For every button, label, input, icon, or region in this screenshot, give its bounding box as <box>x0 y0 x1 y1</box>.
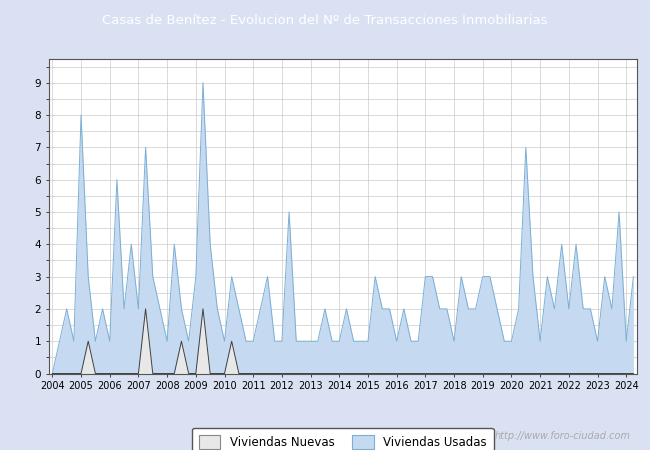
Legend: Viviendas Nuevas, Viviendas Usadas: Viviendas Nuevas, Viviendas Usadas <box>192 428 494 450</box>
Text: http://www.foro-ciudad.com: http://www.foro-ciudad.com <box>495 431 630 441</box>
Text: Casas de Benítez - Evolucion del Nº de Transacciones Inmobiliarias: Casas de Benítez - Evolucion del Nº de T… <box>102 14 548 27</box>
